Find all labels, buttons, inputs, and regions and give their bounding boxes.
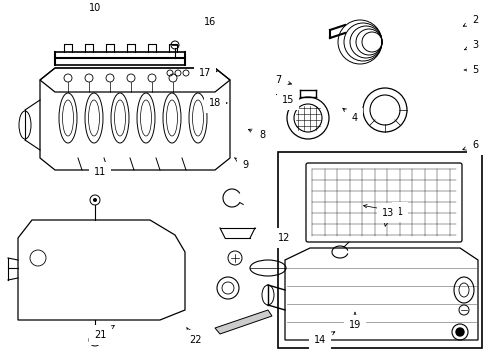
Circle shape bbox=[93, 198, 97, 202]
Text: 20: 20 bbox=[0, 359, 1, 360]
Text: 2: 2 bbox=[462, 15, 477, 26]
Text: 16: 16 bbox=[203, 17, 217, 28]
Text: 22: 22 bbox=[186, 328, 201, 345]
Text: 11: 11 bbox=[94, 167, 106, 177]
Text: 1: 1 bbox=[363, 204, 402, 217]
Text: 15: 15 bbox=[276, 94, 294, 105]
Text: 14: 14 bbox=[313, 332, 334, 345]
Text: 21: 21 bbox=[94, 325, 114, 340]
Polygon shape bbox=[215, 310, 271, 334]
Text: 18: 18 bbox=[208, 98, 227, 108]
Text: 3: 3 bbox=[464, 40, 477, 50]
Text: 6: 6 bbox=[462, 140, 477, 150]
Text: 10: 10 bbox=[89, 3, 101, 13]
Text: 7: 7 bbox=[274, 75, 291, 85]
Text: 9: 9 bbox=[234, 158, 247, 170]
Text: 8: 8 bbox=[248, 129, 264, 140]
Circle shape bbox=[455, 328, 463, 336]
Text: 5: 5 bbox=[463, 65, 477, 75]
Text: 12: 12 bbox=[277, 233, 290, 243]
Text: 13: 13 bbox=[381, 208, 393, 226]
Text: 19: 19 bbox=[348, 312, 360, 330]
Text: 17: 17 bbox=[199, 68, 217, 78]
Bar bbox=[278, 152, 481, 348]
Text: 4: 4 bbox=[342, 108, 357, 123]
